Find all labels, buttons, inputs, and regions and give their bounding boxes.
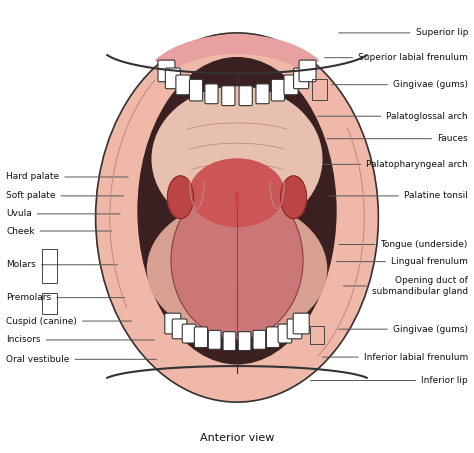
Ellipse shape (281, 176, 307, 219)
FancyBboxPatch shape (239, 86, 252, 106)
Ellipse shape (171, 182, 303, 339)
Text: Tongue (underside): Tongue (underside) (339, 240, 468, 249)
Text: Superior labial frenulum: Superior labial frenulum (325, 53, 468, 62)
FancyBboxPatch shape (205, 84, 218, 104)
FancyBboxPatch shape (238, 332, 251, 351)
Ellipse shape (152, 87, 322, 231)
FancyBboxPatch shape (266, 327, 280, 347)
Ellipse shape (147, 202, 327, 337)
Text: Gingivae (gums): Gingivae (gums) (339, 325, 468, 334)
FancyBboxPatch shape (194, 327, 208, 347)
FancyBboxPatch shape (208, 330, 221, 349)
Text: Hard palate: Hard palate (6, 173, 128, 182)
Text: Opening duct of
submandibular gland: Opening duct of submandibular gland (344, 276, 468, 296)
FancyBboxPatch shape (176, 75, 190, 95)
FancyBboxPatch shape (293, 68, 309, 89)
Text: Palatopharyngeal arch: Palatopharyngeal arch (320, 160, 468, 169)
Text: Uvula: Uvula (6, 209, 120, 218)
FancyBboxPatch shape (165, 313, 181, 334)
FancyBboxPatch shape (182, 324, 196, 343)
Text: Inferior labial frenulum: Inferior labial frenulum (322, 352, 468, 361)
Text: Palatoglossal arch: Palatoglossal arch (318, 112, 468, 120)
FancyBboxPatch shape (293, 313, 309, 334)
Ellipse shape (167, 176, 193, 219)
Text: Cheek: Cheek (6, 226, 112, 236)
Text: Gingivae (gums): Gingivae (gums) (332, 80, 468, 89)
Text: Incisors: Incisors (6, 336, 154, 344)
FancyBboxPatch shape (158, 60, 175, 82)
FancyBboxPatch shape (223, 332, 236, 351)
FancyBboxPatch shape (253, 330, 266, 349)
Text: Lingual frenulum: Lingual frenulum (337, 257, 468, 266)
FancyBboxPatch shape (278, 324, 292, 343)
Text: Superior lip: Superior lip (339, 29, 468, 38)
FancyBboxPatch shape (222, 86, 235, 106)
Text: Soft palate: Soft palate (6, 191, 124, 200)
Ellipse shape (96, 33, 378, 402)
Ellipse shape (190, 159, 284, 226)
Ellipse shape (138, 58, 336, 364)
FancyBboxPatch shape (165, 68, 181, 89)
Text: Molars: Molars (6, 260, 118, 269)
FancyBboxPatch shape (287, 319, 302, 339)
FancyBboxPatch shape (299, 60, 316, 82)
FancyBboxPatch shape (271, 79, 284, 101)
Text: Fauces: Fauces (327, 134, 468, 143)
Text: Inferior lip: Inferior lip (310, 376, 468, 385)
Text: Premolars: Premolars (6, 293, 125, 302)
FancyBboxPatch shape (172, 319, 187, 339)
Text: Palatine tonsil: Palatine tonsil (329, 191, 468, 200)
FancyBboxPatch shape (256, 84, 269, 104)
Text: Cuspid (canine): Cuspid (canine) (6, 317, 131, 326)
FancyBboxPatch shape (190, 79, 203, 101)
Text: Oral vestibule: Oral vestibule (6, 355, 156, 364)
FancyBboxPatch shape (284, 75, 298, 95)
Text: Anterior view: Anterior view (200, 433, 274, 443)
